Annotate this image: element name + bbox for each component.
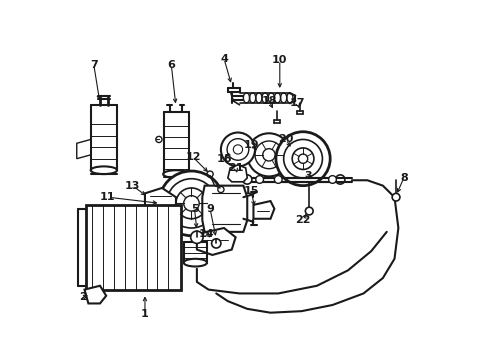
Text: 11: 11 [100, 192, 116, 202]
Text: 13: 13 [125, 181, 140, 191]
Polygon shape [197, 228, 236, 255]
Text: 16: 16 [216, 154, 232, 164]
Text: 17: 17 [290, 98, 305, 108]
Text: 10: 10 [272, 55, 288, 65]
Circle shape [329, 176, 336, 183]
Circle shape [284, 139, 322, 178]
Circle shape [167, 179, 216, 228]
Polygon shape [145, 188, 176, 214]
Polygon shape [84, 286, 106, 303]
Text: 1: 1 [141, 309, 149, 319]
Circle shape [274, 176, 282, 183]
Text: 12: 12 [185, 152, 201, 162]
Circle shape [221, 132, 255, 166]
Polygon shape [228, 165, 247, 182]
Text: 22: 22 [295, 215, 311, 225]
Circle shape [227, 139, 249, 160]
Polygon shape [77, 139, 91, 159]
Ellipse shape [184, 259, 207, 266]
Polygon shape [86, 205, 181, 289]
Circle shape [305, 207, 313, 215]
Text: 14: 14 [199, 229, 215, 239]
Text: 9: 9 [206, 204, 214, 214]
Text: 5: 5 [191, 204, 198, 214]
Polygon shape [202, 186, 247, 232]
Circle shape [233, 145, 243, 154]
Circle shape [392, 193, 400, 201]
Text: 15: 15 [244, 186, 259, 196]
Circle shape [247, 133, 291, 176]
Circle shape [156, 136, 162, 143]
Text: 18: 18 [261, 96, 277, 106]
Ellipse shape [91, 166, 117, 174]
Text: 8: 8 [400, 173, 408, 183]
Circle shape [263, 149, 275, 161]
Circle shape [191, 231, 203, 243]
Circle shape [159, 171, 224, 236]
Circle shape [184, 196, 199, 211]
Text: 7: 7 [90, 60, 98, 70]
Text: 2: 2 [79, 292, 87, 302]
Text: 6: 6 [168, 60, 175, 70]
Circle shape [176, 188, 207, 219]
Text: 20: 20 [278, 134, 294, 144]
Text: 4: 4 [220, 54, 228, 64]
Circle shape [292, 148, 314, 170]
Text: 19: 19 [244, 140, 259, 150]
Text: 21: 21 [228, 163, 244, 173]
Circle shape [255, 141, 283, 169]
Circle shape [212, 239, 221, 248]
Circle shape [276, 132, 330, 186]
Circle shape [336, 175, 345, 184]
Circle shape [256, 176, 264, 183]
Circle shape [243, 175, 252, 184]
Text: 3: 3 [304, 171, 312, 181]
Circle shape [298, 154, 308, 163]
Polygon shape [253, 201, 274, 219]
Ellipse shape [163, 170, 189, 178]
